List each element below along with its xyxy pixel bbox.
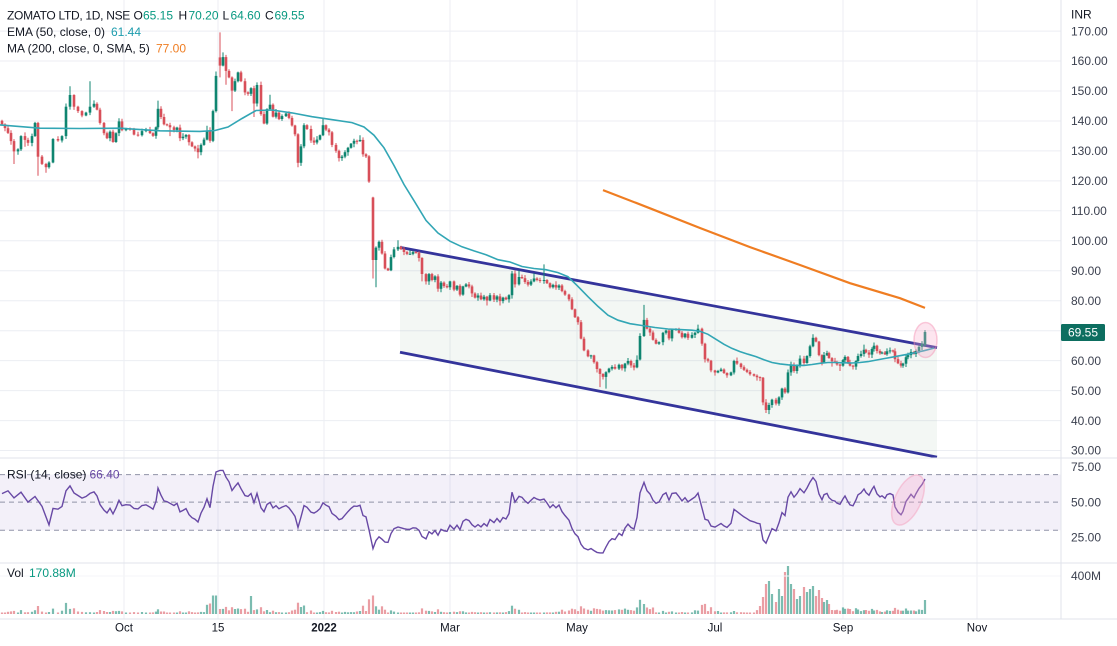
svg-text:Vol: Vol bbox=[7, 566, 24, 580]
svg-text:60.00: 60.00 bbox=[1071, 354, 1101, 368]
svg-text:170.00: 170.00 bbox=[1071, 24, 1108, 38]
svg-text:MA (200, close, 0, SMA, 5): MA (200, close, 0, SMA, 5) bbox=[7, 42, 150, 56]
svg-text:Mar: Mar bbox=[440, 623, 460, 635]
svg-text:65.15: 65.15 bbox=[143, 9, 173, 23]
svg-text:110.00: 110.00 bbox=[1071, 204, 1107, 218]
svg-text:69.55: 69.55 bbox=[275, 9, 305, 23]
svg-text:400M: 400M bbox=[1071, 569, 1101, 583]
svg-text:130.00: 130.00 bbox=[1071, 144, 1108, 158]
svg-text:O: O bbox=[134, 9, 143, 23]
svg-text:64.60: 64.60 bbox=[231, 9, 261, 23]
svg-text:120.00: 120.00 bbox=[1071, 174, 1108, 188]
svg-text:C: C bbox=[265, 9, 274, 23]
svg-text:Jul: Jul bbox=[708, 623, 723, 635]
svg-text:66.40: 66.40 bbox=[90, 468, 120, 482]
svg-text:L: L bbox=[223, 9, 230, 23]
svg-text:69.55: 69.55 bbox=[1068, 326, 1098, 340]
svg-text:75.00: 75.00 bbox=[1071, 460, 1101, 474]
svg-text:25.00: 25.00 bbox=[1071, 531, 1101, 545]
svg-text:160.00: 160.00 bbox=[1071, 54, 1108, 68]
svg-text:150.00: 150.00 bbox=[1071, 84, 1108, 98]
svg-text:90.00: 90.00 bbox=[1071, 264, 1101, 278]
svg-text:50.00: 50.00 bbox=[1071, 495, 1101, 509]
svg-text:70.20: 70.20 bbox=[189, 9, 219, 23]
svg-text:77.00: 77.00 bbox=[156, 42, 186, 56]
svg-text:Nov: Nov bbox=[967, 623, 988, 635]
svg-text:2022: 2022 bbox=[311, 623, 337, 635]
svg-text:100.00: 100.00 bbox=[1071, 234, 1108, 248]
svg-text:61.44: 61.44 bbox=[111, 25, 141, 39]
svg-text:15: 15 bbox=[212, 623, 225, 635]
svg-text:80.00: 80.00 bbox=[1071, 294, 1101, 308]
svg-text:140.00: 140.00 bbox=[1071, 114, 1108, 128]
svg-text:H: H bbox=[179, 9, 188, 23]
svg-text:Oct: Oct bbox=[115, 623, 134, 635]
svg-text:30.00: 30.00 bbox=[1071, 444, 1101, 458]
svg-text:INR: INR bbox=[1071, 8, 1092, 22]
svg-text:Sep: Sep bbox=[833, 623, 853, 635]
svg-text:EMA (50, close, 0): EMA (50, close, 0) bbox=[7, 25, 105, 39]
svg-text:ZOMATO LTD, 1D, NSE: ZOMATO LTD, 1D, NSE bbox=[7, 9, 130, 23]
svg-text:May: May bbox=[566, 623, 588, 635]
svg-text:170.88M: 170.88M bbox=[29, 566, 76, 580]
svg-text:50.00: 50.00 bbox=[1071, 384, 1101, 398]
svg-text:RSI (14, close): RSI (14, close) bbox=[7, 468, 86, 482]
svg-text:40.00: 40.00 bbox=[1071, 414, 1101, 428]
